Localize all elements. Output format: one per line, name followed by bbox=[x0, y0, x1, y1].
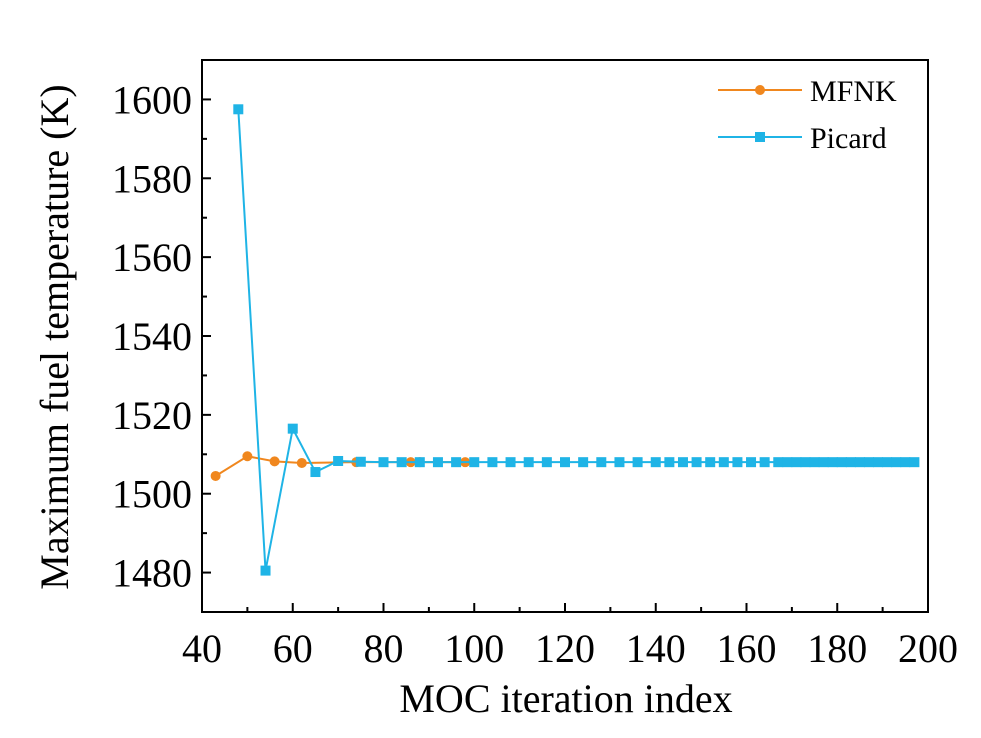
x-tick-label: 40 bbox=[182, 626, 222, 671]
data-point-picard bbox=[560, 457, 570, 468]
x-tick-label: 160 bbox=[717, 626, 777, 671]
y-tick-label: 1480 bbox=[112, 551, 192, 596]
data-point-picard bbox=[650, 457, 661, 468]
data-point-picard bbox=[396, 457, 407, 468]
data-point-picard bbox=[355, 456, 366, 467]
data-point-picard bbox=[378, 457, 389, 468]
data-point-mfnk bbox=[296, 457, 307, 468]
data-point-picard bbox=[487, 457, 498, 468]
data-point-picard bbox=[891, 457, 902, 468]
data-point-picard bbox=[732, 457, 743, 468]
series-line-picard bbox=[237, 109, 915, 571]
y-tick-label: 1580 bbox=[112, 156, 192, 201]
data-point-picard bbox=[333, 455, 344, 466]
data-point-picard bbox=[873, 457, 884, 468]
data-point-picard bbox=[759, 457, 770, 468]
legend-mfnk-label: MFNK bbox=[810, 75, 897, 108]
data-point-picard bbox=[614, 457, 625, 468]
data-point-picard bbox=[773, 457, 784, 468]
y-tick-label: 1500 bbox=[112, 472, 192, 517]
x-tick-label: 200 bbox=[898, 626, 958, 671]
data-point-picard bbox=[287, 423, 298, 434]
data-point-picard bbox=[782, 457, 793, 468]
data-point-picard bbox=[233, 104, 244, 115]
data-point-picard bbox=[809, 457, 820, 468]
data-point-picard bbox=[818, 457, 829, 468]
data-point-mfnk bbox=[210, 470, 221, 481]
plot-frame bbox=[201, 59, 929, 613]
x-tick-label: 140 bbox=[626, 626, 686, 671]
data-point-picard bbox=[900, 457, 911, 468]
data-point-picard bbox=[791, 457, 802, 468]
data-point-picard bbox=[836, 457, 847, 468]
data-point-mfnk bbox=[242, 451, 253, 462]
x-tick-label: 60 bbox=[273, 626, 313, 671]
y-tick-label: 1600 bbox=[112, 77, 192, 122]
data-point-picard bbox=[414, 457, 425, 468]
data-point-picard bbox=[310, 467, 321, 478]
data-point-picard bbox=[469, 457, 480, 468]
data-point-mfnk bbox=[269, 456, 280, 467]
data-point-picard bbox=[451, 457, 462, 468]
data-point-picard bbox=[260, 565, 271, 576]
data-point-picard bbox=[432, 457, 443, 468]
data-point-picard bbox=[523, 457, 534, 468]
data-point-picard bbox=[800, 457, 811, 468]
data-point-picard bbox=[746, 457, 757, 468]
x-tick-label: 180 bbox=[807, 626, 867, 671]
x-axis-title: MOC iteration index bbox=[399, 676, 732, 721]
x-tick-label: 100 bbox=[444, 626, 504, 671]
series-layer bbox=[210, 104, 920, 576]
tick-labels: 40 60 80 100 120 140 160 180 200 1480 1500 1520 1540… bbox=[112, 77, 958, 671]
data-point-picard bbox=[596, 457, 607, 468]
legend-picard-marker bbox=[755, 132, 765, 142]
x-tick-label: 120 bbox=[535, 626, 595, 671]
data-point-picard bbox=[677, 457, 688, 468]
data-point-picard bbox=[827, 457, 838, 468]
legend-mfnk-marker bbox=[755, 85, 765, 95]
data-point-picard bbox=[854, 457, 865, 468]
y-tick-label: 1560 bbox=[112, 235, 192, 280]
data-point-picard bbox=[909, 457, 920, 468]
data-point-picard bbox=[864, 457, 875, 468]
data-point-picard bbox=[505, 457, 516, 468]
data-point-picard bbox=[691, 457, 702, 468]
data-point-picard bbox=[882, 457, 893, 468]
y-tick-label: 1520 bbox=[112, 393, 192, 438]
y-axis-title: Maximum fuel temperature (K) bbox=[32, 84, 77, 589]
x-tick-label: 80 bbox=[364, 626, 404, 671]
legend-picard-label: Picard bbox=[810, 122, 887, 155]
data-point-picard bbox=[718, 457, 729, 468]
data-point-picard bbox=[664, 457, 675, 468]
data-point-picard bbox=[578, 457, 589, 468]
data-point-picard bbox=[705, 457, 716, 468]
data-point-picard bbox=[632, 457, 643, 468]
y-tick-label: 1540 bbox=[112, 314, 192, 359]
data-point-picard bbox=[541, 457, 552, 468]
data-point-picard bbox=[845, 457, 856, 468]
legend: MFNK Picard bbox=[718, 75, 897, 155]
